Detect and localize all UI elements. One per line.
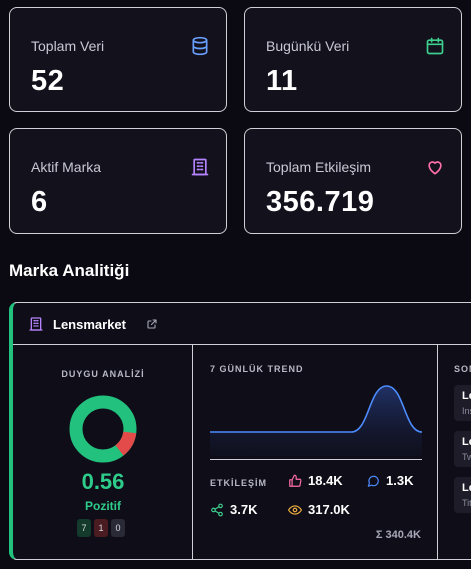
sentiment-donut (69, 395, 137, 463)
comment-icon (367, 475, 379, 487)
recent-item-name: Le (462, 436, 471, 448)
brand-card: Lensmarket DUYGU ANALİZİ 0.56 Pozitif 7 … (9, 302, 471, 560)
stat-label: Toplam Veri (31, 38, 105, 54)
stat-card-today-data: Bugünkü Veri 11 (244, 7, 462, 112)
stat-value: 6 (31, 186, 48, 218)
thumbs-up-icon (289, 474, 302, 487)
positive-count: 7 (77, 519, 91, 537)
recent-item[interactable]: Le Tit (454, 477, 471, 513)
donut-positive-segment (69, 395, 137, 463)
trend-panel: 7 GÜNLÜK TREND ETKİLEŞİM 18.4K 1.3K (194, 345, 438, 559)
shares-metric: 3.7K (210, 502, 257, 517)
sentiment-score: 0.56 (81, 469, 125, 494)
trend-line (210, 385, 422, 433)
recent-panel: SON Le Ins Le Tw Le Tit (439, 345, 471, 559)
recent-item-source: Tw (462, 452, 471, 462)
building-icon (191, 158, 209, 176)
database-icon (192, 36, 208, 56)
comments-metric: 1.3K (366, 473, 413, 488)
neutral-count: 0 (111, 519, 125, 537)
sentiment-panel: DUYGU ANALİZİ 0.56 Pozitif 7 1 0 (13, 345, 193, 559)
stat-card-active-brands: Aktif Marka 6 (9, 128, 227, 234)
brand-header: Lensmarket (13, 303, 471, 345)
sentiment-title: DUYGU ANALİZİ (61, 369, 145, 379)
recent-item-source: Tit (462, 498, 471, 508)
stat-value: 11 (266, 65, 298, 97)
recent-item-name: Le (462, 390, 471, 402)
calendar-icon (426, 37, 444, 55)
trend-divider (210, 459, 422, 460)
trend-area (210, 386, 422, 456)
likes-metric: 18.4K (288, 473, 343, 488)
likes-value: 18.4K (308, 473, 343, 488)
stat-value: 356.719 (266, 186, 375, 218)
sentiment-counts: 7 1 0 (77, 519, 125, 537)
recent-item-name: Le (462, 482, 471, 494)
heart-icon (428, 161, 442, 175)
share-icon (211, 503, 223, 516)
trend-chart (210, 385, 422, 456)
building-icon (29, 317, 43, 331)
trend-title: 7 GÜNLÜK TREND (210, 364, 304, 374)
eye-icon (288, 504, 302, 515)
stat-value: 52 (31, 65, 65, 97)
recent-item[interactable]: Le Tw (454, 431, 471, 467)
views-metric: 317.0K (288, 502, 350, 517)
stat-card-total-engagement: Toplam Etkileşim 356.719 (244, 128, 462, 234)
stat-label: Toplam Etkileşim (266, 159, 372, 175)
recent-item-source: Ins (462, 406, 471, 416)
stat-label: Aktif Marka (31, 159, 102, 175)
negative-count: 1 (94, 519, 108, 537)
recent-item[interactable]: Le Ins (454, 385, 471, 421)
shares-value: 3.7K (230, 502, 258, 517)
comments-value: 1.3K (386, 473, 414, 488)
brand-name: Lensmarket (53, 317, 126, 332)
engagement-total: Σ 340.4K (375, 529, 421, 541)
engagement-title: ETKİLEŞİM (210, 478, 268, 488)
recent-title: SON (454, 364, 471, 374)
stat-label: Bugünkü Veri (266, 38, 350, 54)
stat-card-total-data: Toplam Veri 52 (9, 7, 227, 112)
external-link-icon[interactable] (146, 318, 158, 330)
views-value: 317.0K (308, 502, 350, 517)
section-title: Marka Analitiği (9, 261, 130, 280)
sentiment-label: Pozitif (85, 499, 121, 513)
